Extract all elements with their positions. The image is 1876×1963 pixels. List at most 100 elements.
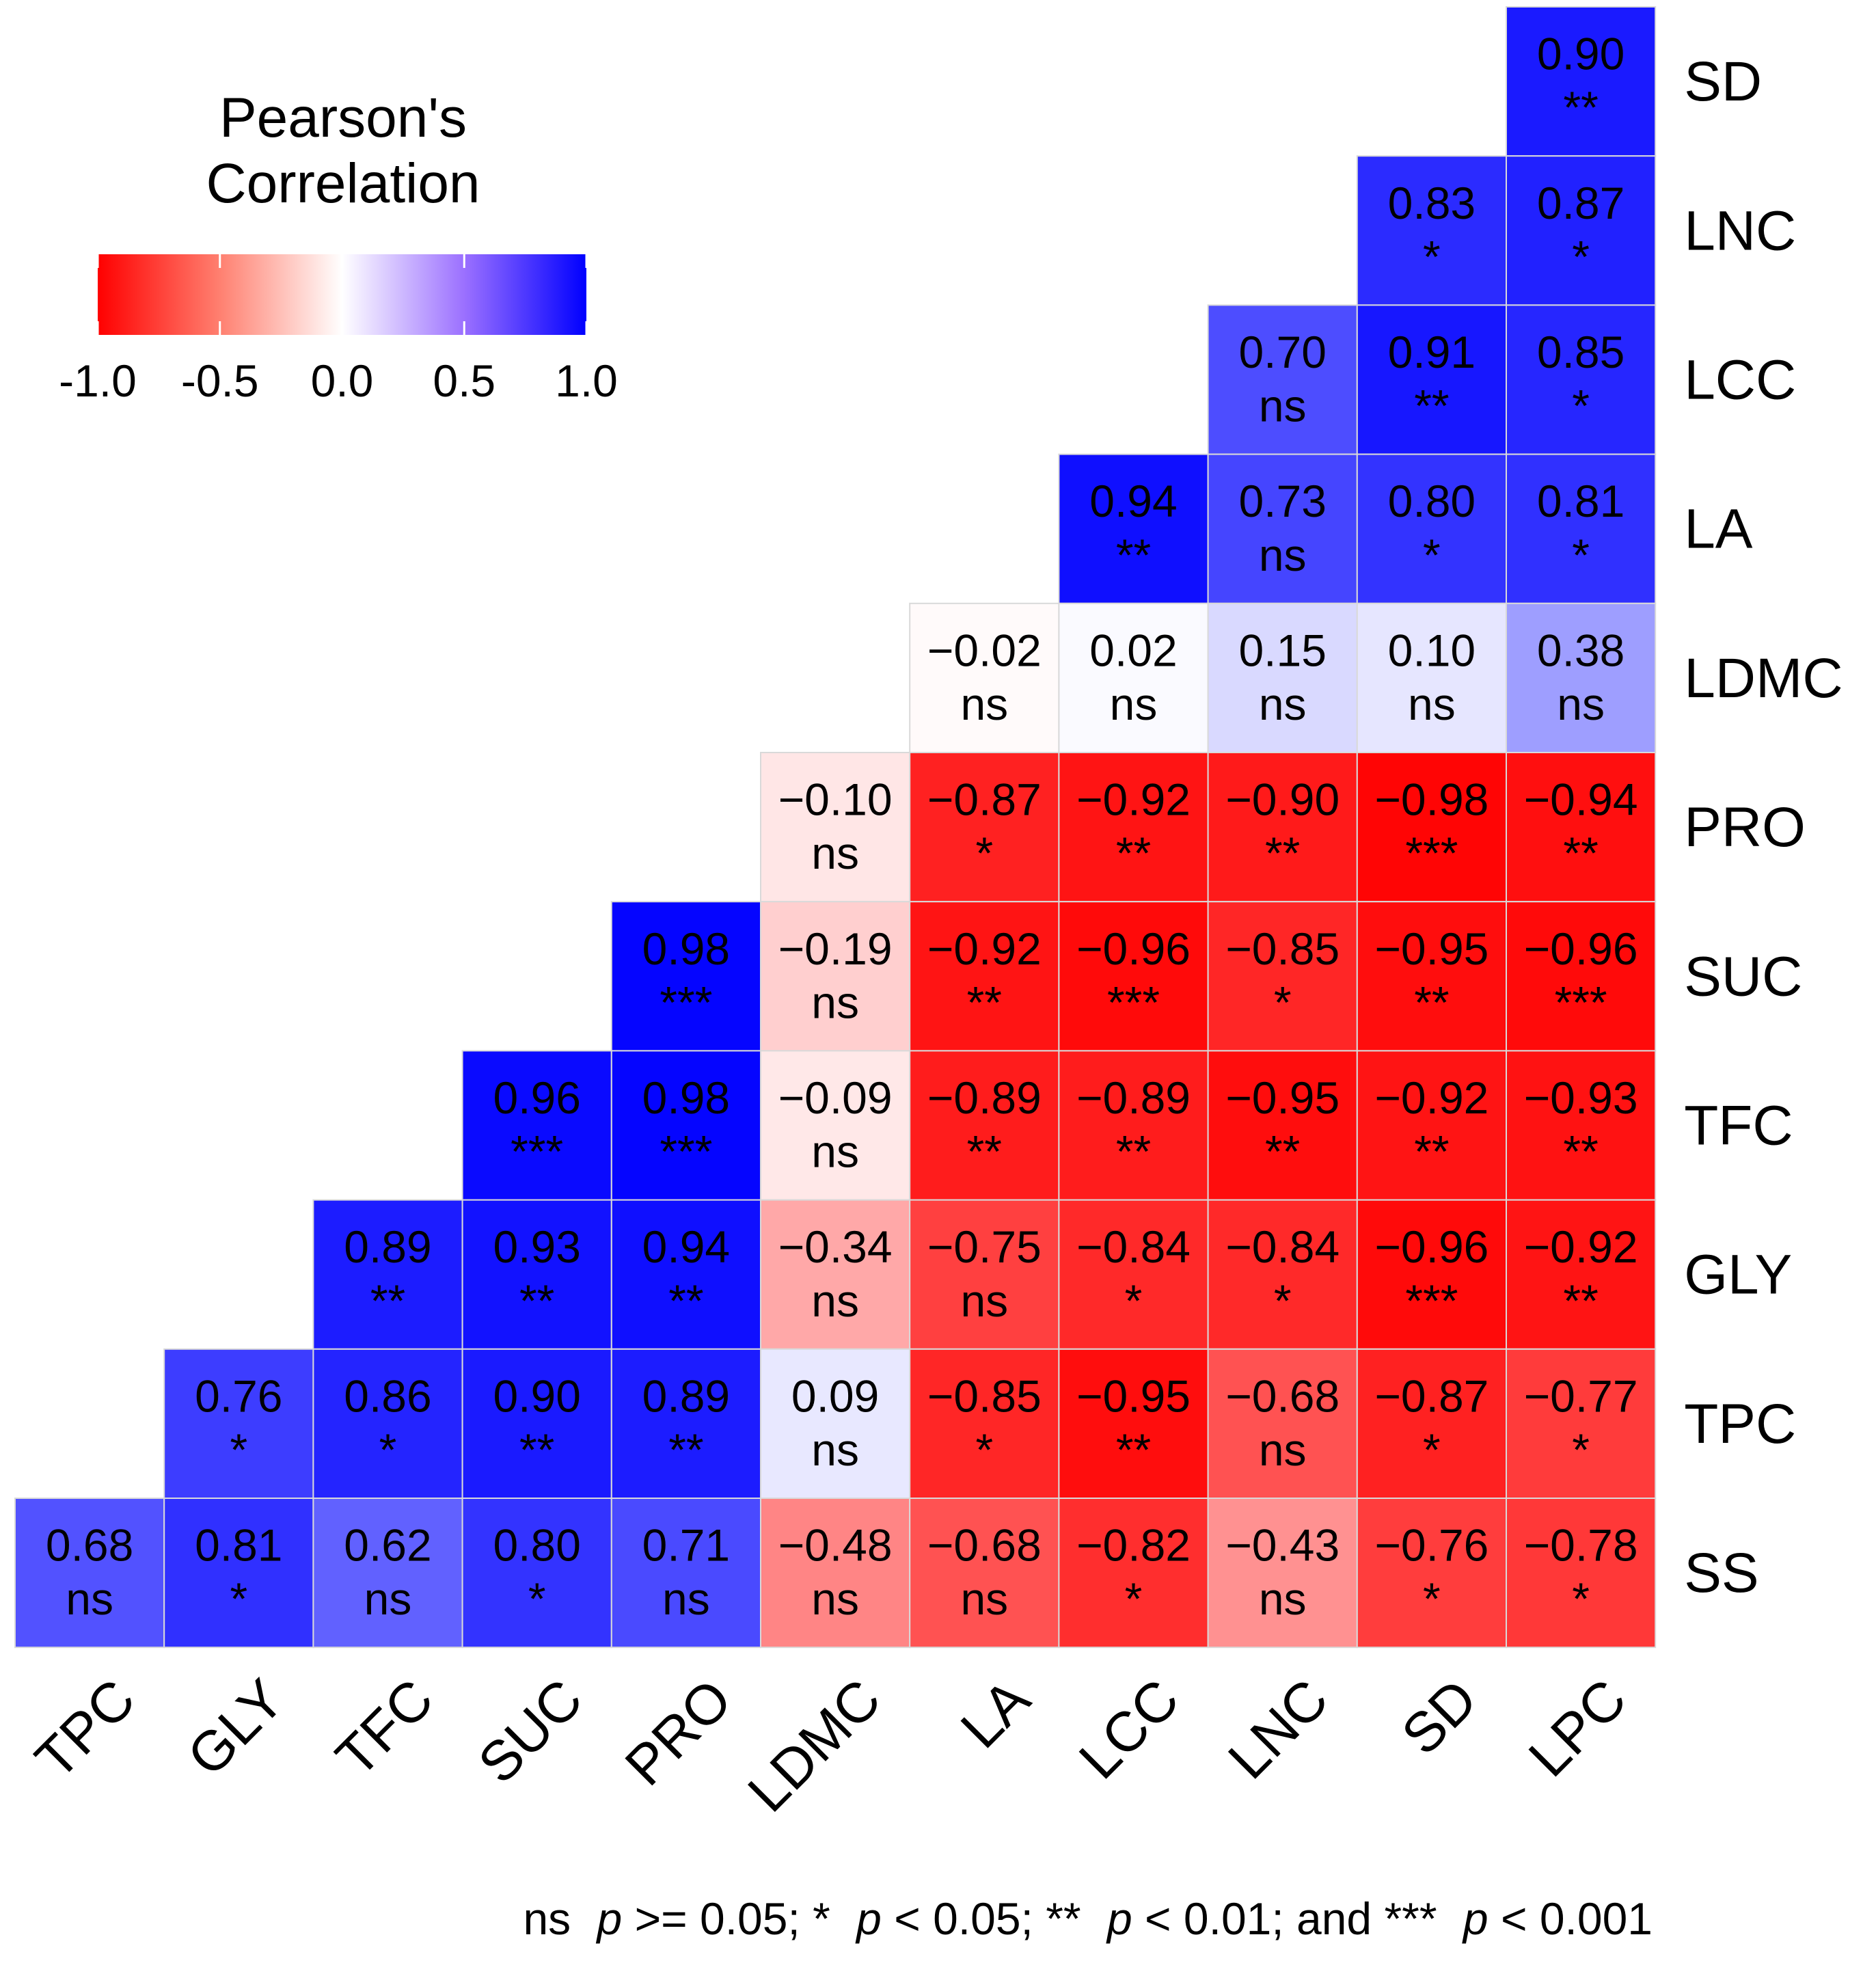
y-tick-label: PRO: [1684, 796, 1806, 858]
heatmap-cell-fill: [1058, 901, 1209, 1052]
cell-value-label: −0.95: [1076, 1370, 1191, 1421]
cell-significance-label: ***: [511, 1126, 563, 1177]
x-tick-label: GLY: [176, 1668, 296, 1788]
heatmap-cell-fill: [1356, 602, 1508, 753]
heatmap-cell-fill: [1207, 602, 1358, 753]
heatmap-cell-fill: [1058, 453, 1209, 604]
heatmap-cell: 0.98***: [610, 1050, 761, 1201]
heatmap-cell: −0.84*: [1207, 1199, 1358, 1350]
cell-significance-label: **: [1563, 1126, 1598, 1177]
cell-significance-label: *: [1572, 1573, 1590, 1624]
heatmap-cell-fill: [1207, 1348, 1358, 1500]
cell-value-label: 0.80: [1388, 476, 1476, 526]
heatmap-cell: −0.95**: [1207, 1050, 1358, 1201]
cell-significance-label: *: [975, 1424, 993, 1475]
cell-value-label: −0.96: [1524, 923, 1638, 974]
cell-significance-label: *: [1572, 231, 1590, 282]
heatmap-cell-fill: [1058, 752, 1209, 903]
cell-significance-label: ***: [1405, 828, 1458, 878]
cell-significance-label: ns: [811, 1573, 859, 1624]
heatmap-cell: −0.84*: [1058, 1199, 1209, 1350]
cell-significance-label: **: [1116, 1126, 1151, 1177]
legend-tick-label: -0.5: [181, 355, 259, 406]
cell-value-label: −0.75: [927, 1221, 1042, 1272]
cell-significance-label: *: [379, 1424, 397, 1475]
cell-significance-label: **: [1563, 1275, 1598, 1326]
cell-value-label: −0.85: [1225, 923, 1340, 974]
heatmap-cell: −0.95**: [1356, 901, 1508, 1052]
cell-significance-label: ns: [1259, 530, 1307, 580]
heatmap-cell: −0.87*: [1356, 1348, 1508, 1500]
cell-value-label: −0.96: [1374, 1221, 1488, 1272]
cell-significance-label: **: [519, 1275, 554, 1326]
heatmap-cell: −0.89**: [909, 1050, 1060, 1201]
cell-significance-label: ns: [1110, 679, 1158, 729]
heatmap-cell: −0.85*: [909, 1348, 1060, 1500]
cell-value-label: −0.34: [778, 1221, 893, 1272]
heatmap-cell-fill: [1207, 1050, 1358, 1201]
cell-significance-label: **: [1116, 828, 1151, 878]
cell-value-label: −0.96: [1076, 923, 1191, 974]
x-tick-label: LDMC: [736, 1668, 893, 1824]
cell-significance-label: ns: [960, 679, 1008, 729]
cell-value-label: 0.87: [1537, 178, 1624, 228]
caption-p-2: p: [855, 1893, 882, 1944]
heatmap-cell-fill: [1207, 1498, 1358, 1649]
cell-significance-label: *: [1423, 530, 1441, 580]
cell-value-label: −0.89: [1076, 1072, 1191, 1123]
cell-value-label: 0.81: [1537, 476, 1624, 526]
caption-p-1: p: [596, 1893, 623, 1944]
heatmap-cell: 0.94**: [610, 1199, 761, 1350]
y-tick-label: LCC: [1684, 349, 1796, 411]
y-tick-label: TFC: [1684, 1095, 1793, 1157]
heatmap-cell-fill: [1506, 6, 1657, 157]
heatmap-cell-fill: [1356, 453, 1508, 604]
cell-value-label: −0.98: [1374, 774, 1488, 825]
heatmap-cell-fill: [760, 1348, 911, 1500]
heatmap-cell: −0.76*: [1356, 1498, 1508, 1649]
cell-value-label: −0.92: [927, 923, 1042, 974]
cell-value-label: −0.77: [1524, 1370, 1638, 1421]
cell-significance-label: **: [519, 1424, 554, 1475]
caption-p-3: p: [1106, 1893, 1132, 1944]
cell-value-label: −0.78: [1524, 1520, 1638, 1571]
heatmap-cell-fill: [909, 901, 1060, 1052]
y-tick-label: LNC: [1684, 200, 1796, 262]
x-tick-label: PRO: [614, 1668, 744, 1798]
heatmap-cell: −0.78*: [1506, 1498, 1657, 1649]
cell-value-label: −0.87: [927, 774, 1042, 825]
cell-significance-label: ***: [1107, 977, 1160, 1027]
cell-value-label: 0.90: [1537, 29, 1624, 79]
cell-significance-label: ns: [811, 828, 859, 878]
heatmap-cell: 0.94**: [1058, 453, 1209, 604]
x-tick-label: TFC: [324, 1668, 445, 1789]
legend-tick-label: -1.0: [59, 355, 137, 406]
cell-value-label: −0.48: [778, 1520, 893, 1571]
heatmap-cell: −0.85*: [1207, 901, 1358, 1052]
cell-significance-label: **: [1116, 530, 1151, 580]
x-tick-label: SUC: [467, 1668, 595, 1796]
caption-threshold-3: < 0.01; and ***: [1145, 1893, 1437, 1944]
cell-significance-label: *: [528, 1573, 546, 1624]
cell-significance-label: ns: [811, 1275, 859, 1326]
x-tick-label: LPC: [1517, 1668, 1638, 1789]
heatmap-cell-fill: [1506, 155, 1657, 306]
heatmap-cell-fill: [610, 1199, 761, 1350]
heatmap-cell-fill: [1207, 1199, 1358, 1350]
heatmap-cell: 0.89**: [312, 1199, 463, 1350]
cell-value-label: 0.98: [642, 1072, 730, 1123]
heatmap-cell: −0.96***: [1506, 901, 1657, 1052]
cell-significance-label: *: [1423, 1424, 1441, 1475]
heatmap-cell-fill: [1356, 752, 1508, 903]
cell-value-label: 0.38: [1537, 625, 1624, 675]
cell-value-label: 0.80: [493, 1520, 580, 1571]
cell-significance-label: *: [1274, 977, 1292, 1027]
cell-significance-label: *: [230, 1424, 247, 1475]
heatmap-cell-fill: [1506, 1050, 1657, 1201]
